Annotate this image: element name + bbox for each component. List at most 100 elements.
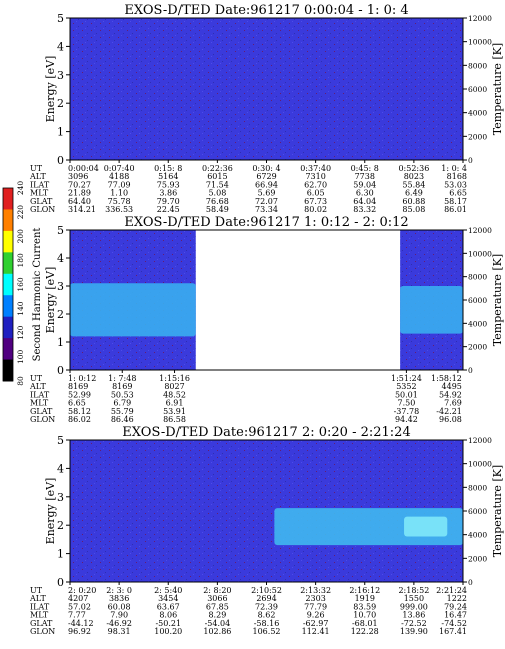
- info-value-glat: -74.52: [441, 619, 467, 628]
- colorbar-segment: [3, 338, 13, 361]
- info-value-glat: 64.40: [68, 197, 91, 206]
- y2-tick-label: 12000: [468, 226, 492, 235]
- info-value-ut: 1: 7:48: [108, 374, 136, 383]
- info-value-ilat: 55.84: [402, 180, 425, 189]
- info-value-ut: 2: 8:20: [203, 586, 231, 595]
- info-value-ilat: 48.52: [163, 390, 186, 399]
- y-tick-label: 4: [57, 252, 64, 265]
- colorbar-segment: [3, 359, 13, 382]
- info-value-glon: 106.52: [253, 627, 281, 636]
- info-value-ilat: 66.94: [255, 180, 278, 189]
- info-value-ut: 2: 3: 0: [106, 586, 132, 595]
- y-tick-label: 3: [57, 491, 64, 504]
- colorbar-tick-label: 160: [16, 277, 25, 292]
- info-value-alt: 3096: [68, 172, 88, 181]
- info-value-ilat: 75.93: [157, 180, 180, 189]
- info-value-mlt: 8.06: [159, 611, 177, 620]
- data-gap-0: [195, 230, 401, 370]
- info-value-glon: 98.31: [108, 627, 131, 636]
- info-value-mlt: 8.29: [208, 611, 226, 620]
- y2-tick-label: 10000: [468, 38, 492, 47]
- info-value-alt: 2694: [256, 594, 276, 603]
- y2-tick-label: 4000: [468, 319, 487, 328]
- info-value-glat: -54.04: [205, 619, 231, 628]
- info-value-alt: 2303: [305, 594, 325, 603]
- info-value-alt: 4495: [442, 382, 462, 391]
- info-value-alt: 6729: [256, 172, 276, 181]
- y2-tick-label: 12000: [468, 436, 492, 445]
- y2-tick-label: 2000: [468, 132, 487, 141]
- info-row-label: UT: [30, 164, 43, 173]
- info-value-glon: 167.41: [439, 627, 467, 636]
- info-value-glon: 102.86: [203, 627, 231, 636]
- info-value-mlt: 8.62: [258, 611, 276, 620]
- info-value-mlt: 6.91: [166, 399, 184, 408]
- info-value-ut: 0:07:40: [104, 164, 135, 173]
- info-value-alt: 7310: [305, 172, 325, 181]
- info-value-alt: 8169: [112, 382, 132, 391]
- emission-band-1: [404, 516, 448, 537]
- info-row-label: GLON: [30, 205, 55, 214]
- panel-title: EXOS-D/TED Date:961217 1: 0:12 - 2: 0:12: [124, 215, 408, 230]
- colorbar-segment: [3, 252, 13, 275]
- colorbar-segment: [3, 316, 13, 339]
- info-value-glon: 112.41: [302, 627, 330, 636]
- colorbar: 240 220 200 180 160 140 120 100 80 Second Harmoni…: [2, 181, 43, 386]
- y2-tick-label: 6000: [468, 507, 487, 516]
- info-value-glon: 73.34: [255, 205, 278, 214]
- info-value-ilat: 77.79: [304, 602, 327, 611]
- info-value-ilat: 52.99: [68, 390, 91, 399]
- info-value-mlt: 5.69: [258, 189, 276, 198]
- y2-tick-label: 2000: [468, 554, 487, 563]
- info-row-label: GLAT: [30, 407, 53, 416]
- y-tick-label: 5: [57, 434, 64, 447]
- colorbar-tick-label: 220: [16, 205, 25, 220]
- y-tick-label: 1: [57, 336, 64, 349]
- info-value-glat: 60.88: [402, 197, 425, 206]
- info-value-alt: 3454: [158, 594, 178, 603]
- info-value-mlt: 5.08: [208, 189, 226, 198]
- spectrogram-panel-3: EXOS-D/TED Date:961217 2: 0:20 - 2:21:24…: [29, 425, 504, 636]
- info-value-ut: 2:16:12: [349, 586, 380, 595]
- info-value-alt: 5164: [158, 172, 178, 181]
- info-row-label: UT: [30, 374, 43, 383]
- y2-tick-label: 0: [468, 578, 473, 587]
- info-row-label: MLT: [30, 399, 49, 408]
- info-value-glat: 79.70: [157, 197, 180, 206]
- info-value-glat: 53.91: [163, 407, 186, 416]
- info-value-mlt: 1.10: [110, 189, 128, 198]
- info-value-alt: 5352: [396, 382, 416, 391]
- y-tick-label: 5: [57, 12, 64, 25]
- info-value-ut: 0:37:40: [300, 164, 331, 173]
- info-value-ut: 0:30: 4: [252, 164, 280, 173]
- info-value-alt: 1222: [447, 594, 467, 603]
- colorbar-tick-label: 140: [16, 301, 25, 316]
- colorbar-tick-label: 100: [16, 349, 25, 364]
- info-value-glon: 100.20: [154, 627, 182, 636]
- info-value-alt: 1550: [404, 594, 424, 603]
- info-value-glat: 72.07: [255, 197, 278, 206]
- colorbar-label: Second Harmonic Current: [32, 228, 43, 362]
- info-value-glon: 22.45: [157, 205, 180, 214]
- info-value-ut: 2:13:32: [300, 586, 331, 595]
- y2-tick-label: 10000: [468, 460, 492, 469]
- y-tick-label: 0: [57, 154, 64, 167]
- info-value-glon: 83.32: [353, 205, 376, 214]
- colorbar-tick-label: 240: [16, 181, 25, 196]
- emission-band-0: [70, 283, 196, 337]
- y2-tick-label: 6000: [468, 296, 487, 305]
- info-value-ilat: 71.54: [206, 180, 229, 189]
- y-tick-label: 3: [57, 280, 64, 293]
- info-value-alt: 8023: [404, 172, 424, 181]
- info-value-alt: 3066: [207, 594, 227, 603]
- info-value-glat: 76.68: [206, 197, 229, 206]
- info-row-label: GLON: [30, 415, 55, 424]
- y2-tick-label: 4000: [468, 531, 487, 540]
- info-value-glon: 122.28: [351, 627, 379, 636]
- info-value-ilat: 57.02: [68, 602, 91, 611]
- info-value-glon: 96.92: [68, 627, 91, 636]
- info-value-glat: 64.04: [353, 197, 376, 206]
- info-value-alt: 7738: [355, 172, 375, 181]
- y-tick-label: 0: [57, 364, 64, 377]
- info-value-mlt: 7.69: [444, 399, 462, 408]
